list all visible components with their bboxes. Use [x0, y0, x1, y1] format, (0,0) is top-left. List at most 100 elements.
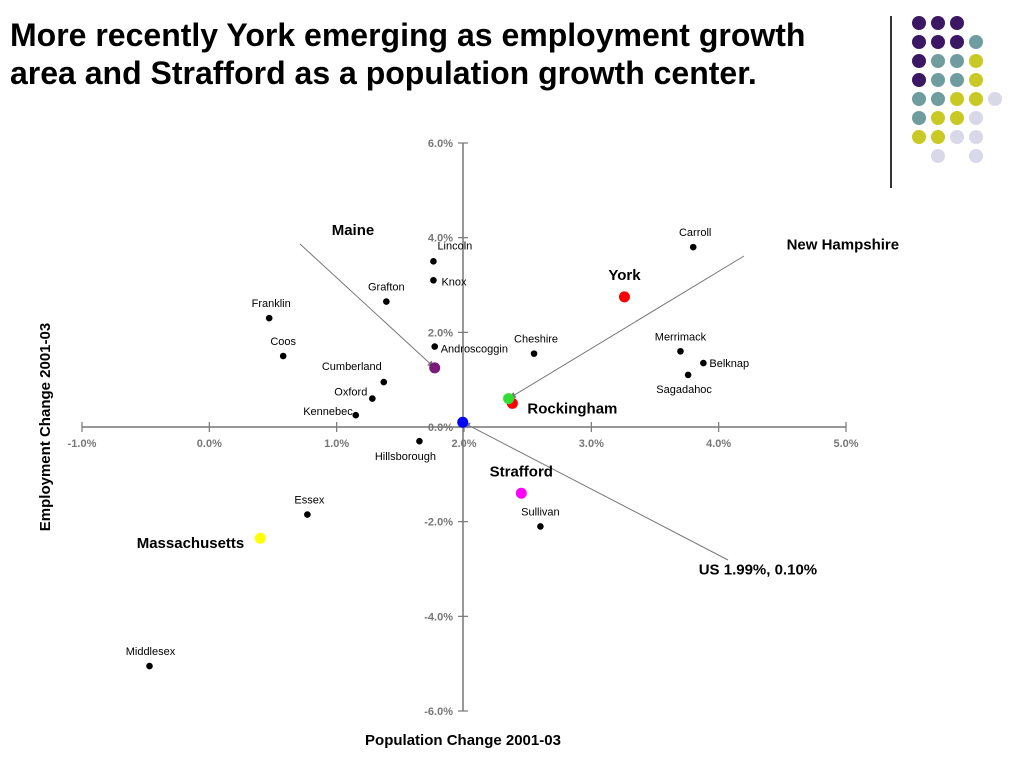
- county-label: Carroll: [679, 227, 711, 239]
- highlight-label: Rockingham: [527, 400, 617, 417]
- decor-dot: [950, 111, 964, 125]
- x-tick-label: -1.0%: [68, 438, 97, 450]
- decor-dot: [950, 54, 964, 68]
- county-point: [689, 243, 697, 251]
- chart-points: [146, 243, 707, 670]
- decor-dot: [969, 92, 983, 106]
- county-point: [537, 523, 544, 530]
- county-label: Cheshire: [514, 334, 558, 346]
- county-point: [416, 437, 423, 445]
- county-point: [430, 276, 437, 284]
- decor-dot: [950, 73, 964, 87]
- decor-dot: [969, 130, 983, 144]
- county-label: Belknap: [709, 358, 749, 370]
- x-tick-label: 5.0%: [833, 438, 858, 450]
- decor-dot: [931, 111, 945, 125]
- county-label: Sullivan: [521, 506, 560, 518]
- x-tick-label: 0.0%: [197, 438, 222, 450]
- x-tick-label: 2.0%: [451, 438, 476, 450]
- decor-dot: [912, 16, 926, 30]
- highlight-point: [457, 416, 469, 428]
- decor-dot: [969, 35, 983, 49]
- highlight-point: [429, 362, 441, 374]
- county-label: Cumberland: [322, 361, 382, 373]
- decor-dot: [912, 111, 926, 125]
- x-tick-label: 1.0%: [324, 438, 349, 450]
- decor-dot: [931, 54, 945, 68]
- decor-dot: [912, 92, 926, 106]
- highlight-point: [618, 291, 630, 303]
- county-point: [304, 511, 311, 518]
- y-tick-label: -6.0%: [424, 706, 453, 718]
- county-label: Franklin: [252, 298, 291, 310]
- county-point: [431, 343, 439, 350]
- decor-dot: [931, 149, 945, 163]
- decor-dot: [969, 73, 983, 87]
- county-point: [383, 298, 390, 305]
- county-point: [684, 371, 692, 379]
- callout-line: [462, 421, 729, 561]
- decor-dot: [950, 35, 964, 49]
- slide-title-line-2: area and Strafford as a population growt…: [10, 55, 757, 91]
- highlight-label: US 1.99%, 0.10%: [699, 561, 817, 578]
- decor-dot: [912, 54, 926, 68]
- county-label: Hillsborough: [375, 451, 436, 463]
- county-label: Coos: [270, 336, 296, 348]
- decor-dot: [969, 111, 983, 125]
- highlight-label: Massachusetts: [137, 535, 245, 552]
- slide-title-line-1: More recently York emerging as employmen…: [10, 17, 806, 53]
- y-axis-title: Employment Change 2001-03: [37, 323, 54, 531]
- highlight-point: [254, 532, 266, 544]
- highlight-label: Strafford: [490, 463, 553, 480]
- decor-dot: [969, 149, 983, 163]
- highlight-label: New Hampshire: [787, 237, 900, 254]
- county-label: Essex: [294, 495, 324, 507]
- y-tick-label: 2.0%: [428, 327, 453, 339]
- county-point: [265, 314, 273, 322]
- decorative-dot-grid: [912, 16, 1002, 163]
- decor-dot: [931, 130, 945, 144]
- decor-dot: [988, 92, 1002, 106]
- chart-axes: -1.0% 0.0% 1.0% 2.0% 3.0% 4.0% 5.0% 6.0% 4.0% 2.0…: [68, 138, 859, 718]
- highlight-point: [515, 487, 527, 499]
- y-tick-label: 0.0%: [428, 422, 453, 434]
- decor-dot: [931, 73, 945, 87]
- county-label: Sagadahoc: [656, 384, 712, 396]
- county-point: [146, 662, 153, 670]
- chart-labels: Lincoln Knox Grafton Franklin Coos Androscogg…: [126, 222, 899, 658]
- chart-callouts: [299, 243, 745, 561]
- decor-dot: [950, 16, 964, 30]
- county-label: Oxford: [334, 387, 367, 399]
- county-point: [279, 352, 287, 360]
- divider-line: [890, 16, 892, 188]
- highlight-label: Maine: [332, 222, 375, 239]
- county-point: [677, 347, 684, 355]
- county-point: [430, 258, 437, 265]
- y-tick-label: 6.0%: [428, 138, 453, 150]
- county-point: [700, 359, 707, 367]
- decor-dot: [931, 16, 945, 30]
- slide-title: More recently York emerging as employmen…: [10, 16, 880, 92]
- county-label: Middlesex: [126, 646, 176, 658]
- decor-dot: [931, 35, 945, 49]
- x-axis-title: Population Change 2001-03: [365, 732, 561, 749]
- decor-dot: [931, 92, 945, 106]
- county-label: Grafton: [368, 282, 405, 294]
- county-label: Lincoln: [437, 240, 472, 252]
- x-tick-label: 4.0%: [706, 438, 731, 450]
- county-label: Kennebec: [303, 406, 353, 418]
- y-tick-label: -2.0%: [424, 517, 453, 529]
- decor-dot: [912, 73, 926, 87]
- decor-dot: [950, 92, 964, 106]
- highlight-label: York: [608, 267, 641, 284]
- county-point: [530, 350, 538, 357]
- highlight-point: [503, 393, 515, 405]
- y-tick-label: 4.0%: [428, 233, 453, 245]
- county-label: Merrimack: [655, 331, 707, 343]
- county-point: [369, 395, 376, 402]
- county-label: Androscoggin: [441, 344, 508, 356]
- decor-dot: [912, 130, 926, 144]
- decor-dot: [969, 54, 983, 68]
- x-tick-label: 3.0%: [579, 438, 604, 450]
